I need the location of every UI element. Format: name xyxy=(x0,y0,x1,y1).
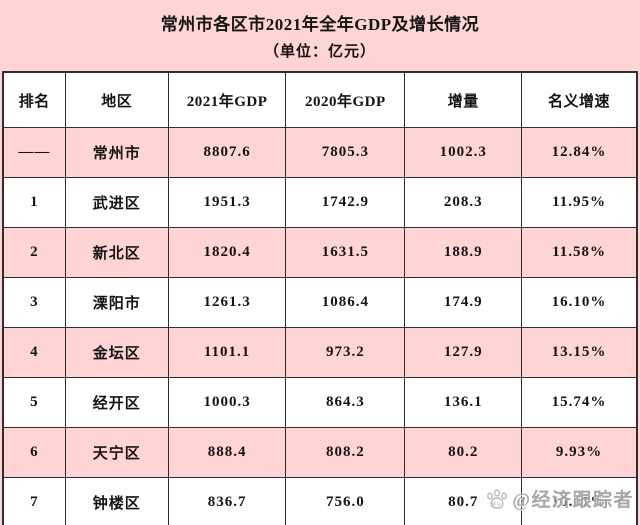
table-cell: 4 xyxy=(2,327,66,378)
table-cell: 136.1 xyxy=(404,377,523,428)
table-cell: 174.9 xyxy=(404,277,523,328)
table-cell: 7 xyxy=(2,477,66,525)
header-row: 排名 地区 2021年GDP 2020年GDP 增量 名义增速 xyxy=(2,71,638,128)
table-cell: 1 xyxy=(2,177,66,228)
table-cell: 6 xyxy=(2,427,66,478)
table-cell: 13.15% xyxy=(521,327,638,378)
table-cell: 新北区 xyxy=(64,227,169,278)
table-row: 6 天宁区 888.4 808.2 80.2 9.93% xyxy=(2,427,638,478)
page-title: 常州市各区市2021年全年GDP及增长情况 （单位：亿元） xyxy=(0,0,640,62)
table-cell: 80.2 xyxy=(404,427,523,478)
table-cell: —— xyxy=(2,127,66,178)
table-cell: 经开区 xyxy=(64,377,169,428)
table-cell: 天宁区 xyxy=(64,427,169,478)
table-cell: 11.58% xyxy=(521,227,638,278)
table-cell: 11.95% xyxy=(521,177,638,228)
table-cell: 常州市 xyxy=(64,127,169,178)
column-header: 2020年GDP xyxy=(285,71,406,128)
table-cell: 武进区 xyxy=(64,177,169,228)
table-cell: 188.9 xyxy=(404,227,523,278)
title-line1: 常州市各区市2021年全年GDP及增长情况 xyxy=(160,15,480,34)
table-cell: 9.93% xyxy=(521,427,638,478)
table-cell: 1086.4 xyxy=(285,277,406,328)
table-cell: 10.67% xyxy=(521,477,638,525)
table-row: 1 武进区 1951.3 1742.9 208.3 11.95% xyxy=(2,177,638,228)
table-cell: 208.3 xyxy=(404,177,523,228)
table-cell: 15.74% xyxy=(521,377,638,428)
table-cell: 1631.5 xyxy=(285,227,406,278)
table-cell: 1002.3 xyxy=(404,127,523,178)
table-cell: 1951.3 xyxy=(167,177,287,228)
table-cell: 8807.6 xyxy=(167,127,287,178)
table-cell: 3 xyxy=(2,277,66,328)
column-header: 增量 xyxy=(404,71,523,128)
table-cell: 973.2 xyxy=(285,327,406,378)
table-cell: 1101.1 xyxy=(167,327,287,378)
table-cell: 7805.3 xyxy=(285,127,406,178)
table-cell: 808.2 xyxy=(285,427,406,478)
table-row: 2 新北区 1820.4 1631.5 188.9 11.58% xyxy=(2,227,638,278)
title-line2: （单位：亿元） xyxy=(263,43,376,60)
table-cell: 1261.3 xyxy=(167,277,287,328)
table-cell: 2 xyxy=(2,227,66,278)
table-cell: 864.3 xyxy=(285,377,406,428)
column-header: 名义增速 xyxy=(521,71,638,128)
table-cell: 80.7 xyxy=(404,477,523,525)
table-cell: 5 xyxy=(2,377,66,428)
table-cell: 756.0 xyxy=(285,477,406,525)
table-cell: 836.7 xyxy=(167,477,287,525)
gdp-table: 排名 地区 2021年GDP 2020年GDP 增量 名义增速 —— 常州市 8807.6 78… xyxy=(2,71,638,525)
column-header: 排名 xyxy=(2,71,66,128)
column-header: 地区 xyxy=(64,71,169,128)
table-cell: 钟楼区 xyxy=(64,477,169,525)
table-cell: 金坛区 xyxy=(64,327,169,378)
table-cell: 1820.4 xyxy=(167,227,287,278)
table-cell: 1742.9 xyxy=(285,177,406,228)
table-row: —— 常州市 8807.6 7805.3 1002.3 12.84% xyxy=(2,127,638,178)
table-cell: 888.4 xyxy=(167,427,287,478)
table-cell: 溧阳市 xyxy=(64,277,169,328)
table-row: 4 金坛区 1101.1 973.2 127.9 13.15% xyxy=(2,327,638,378)
table-row: 5 经开区 1000.3 864.3 136.1 15.74% xyxy=(2,377,638,428)
table-cell: 12.84% xyxy=(521,127,638,178)
column-header: 2021年GDP xyxy=(167,71,287,128)
table-row: 7 钟楼区 836.7 756.0 80.7 10.67% xyxy=(2,477,638,525)
table-cell: 127.9 xyxy=(404,327,523,378)
table-row: 3 溧阳市 1261.3 1086.4 174.9 16.10% xyxy=(2,277,638,328)
table-cell: 1000.3 xyxy=(167,377,287,428)
table-cell: 16.10% xyxy=(521,277,638,328)
table-body: —— 常州市 8807.6 7805.3 1002.3 12.84% 1 武进区 1951.3 1… xyxy=(2,127,638,525)
